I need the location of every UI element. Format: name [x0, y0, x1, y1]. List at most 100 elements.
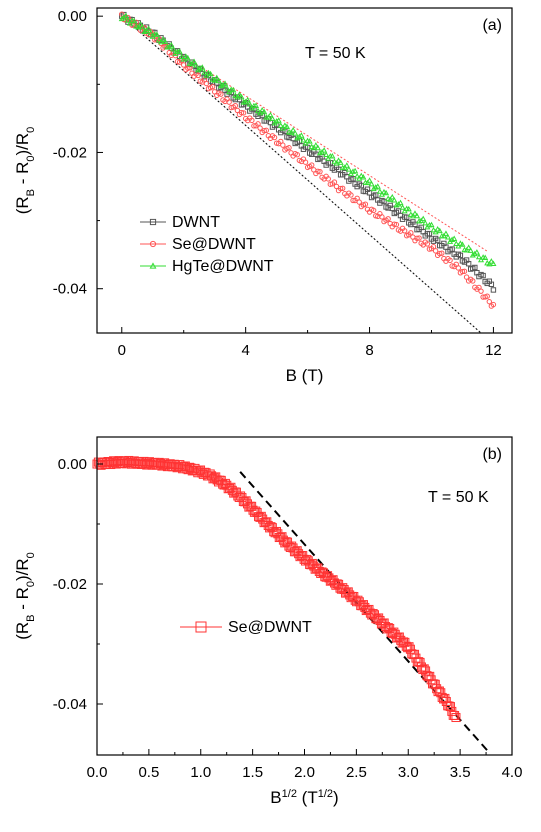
data-point — [302, 140, 309, 146]
data-point — [343, 162, 350, 168]
data-point — [461, 268, 468, 274]
plot-frame — [96, 7, 513, 334]
data-point — [358, 182, 364, 189]
data-point — [358, 172, 365, 179]
data-point — [450, 711, 460, 721]
data-point — [362, 201, 369, 207]
x-tick-label: 0 — [118, 342, 126, 359]
data-point — [385, 216, 391, 222]
data-point — [434, 237, 441, 243]
data-point — [226, 99, 232, 105]
data-point — [280, 142, 286, 148]
data-point — [486, 298, 492, 305]
data-point — [283, 123, 290, 129]
data-point — [254, 107, 262, 114]
x-tick-label: 8 — [365, 342, 373, 359]
data-point — [147, 29, 154, 36]
data-point — [430, 244, 437, 250]
data-point — [379, 214, 385, 220]
data-point — [337, 185, 344, 192]
legend-marker — [149, 218, 157, 226]
data-point — [209, 83, 216, 90]
data-point — [195, 72, 201, 79]
data-point — [482, 254, 489, 261]
data-point — [397, 199, 404, 206]
data-point — [317, 168, 323, 175]
data-point — [391, 221, 398, 227]
data-point — [449, 236, 456, 242]
data-point — [490, 301, 497, 308]
data-point — [469, 252, 476, 258]
data-point — [432, 248, 439, 254]
data-point — [269, 115, 276, 122]
data-point — [430, 226, 437, 233]
x-tick-label: 3.0 — [398, 764, 419, 781]
data-point — [236, 96, 243, 103]
data-point — [381, 198, 387, 205]
data-point — [122, 12, 129, 19]
data-point — [139, 23, 146, 30]
data-point — [478, 288, 484, 294]
data-point — [201, 69, 208, 75]
legend-marker — [149, 240, 157, 248]
data-point — [488, 258, 495, 264]
data-point — [401, 228, 408, 234]
data-point — [323, 151, 330, 158]
data-point — [399, 204, 406, 210]
data-point — [354, 172, 361, 179]
data-point — [126, 20, 134, 26]
data-point — [477, 256, 485, 263]
data-point — [453, 240, 460, 246]
data-point — [428, 221, 435, 228]
data-point — [445, 702, 455, 712]
data-point — [176, 48, 183, 54]
data-point — [337, 159, 344, 165]
x-tick-label: 1.0 — [190, 764, 211, 781]
data-point — [294, 152, 300, 158]
data-point — [490, 287, 497, 293]
data-point — [412, 221, 418, 228]
data-point — [292, 130, 299, 136]
data-point — [376, 188, 383, 194]
data-point — [393, 221, 400, 228]
data-point — [203, 80, 210, 87]
data-point — [120, 14, 127, 20]
data-point — [393, 202, 400, 208]
data-point — [389, 205, 395, 212]
chart-panel-a: 0 4 8 12 0.00 -0.02 -0.04 (a) T = 50 K (RB - R0)/… — [13, 7, 513, 385]
data-point — [309, 162, 315, 168]
data-point — [444, 234, 452, 240]
legend-label: Se@DWNT — [228, 619, 312, 636]
data-point — [277, 122, 284, 128]
data-point — [333, 183, 340, 190]
data-point — [178, 53, 185, 60]
data-point — [232, 102, 239, 109]
data-point — [314, 144, 321, 151]
data-point — [368, 180, 375, 187]
data-point — [404, 214, 410, 221]
data-point — [302, 159, 309, 165]
data-point — [327, 181, 334, 187]
data-point — [459, 268, 466, 275]
data-point — [286, 145, 292, 151]
data-point — [411, 210, 419, 216]
data-point — [275, 117, 282, 123]
data-point — [420, 215, 427, 222]
data-point — [168, 41, 175, 48]
data-point — [426, 230, 433, 237]
data-point — [395, 201, 402, 207]
data-point — [261, 128, 267, 134]
data-point — [249, 117, 255, 124]
data-point — [465, 244, 472, 250]
data-point — [465, 260, 472, 267]
data-point — [296, 133, 303, 140]
data-point — [141, 28, 148, 35]
data-point — [333, 160, 340, 166]
data-point — [356, 175, 363, 181]
x-tick-label: 3.5 — [450, 764, 471, 781]
data-point — [162, 38, 169, 45]
data-point — [391, 196, 398, 203]
data-point — [370, 185, 377, 192]
data-point — [252, 102, 260, 108]
data-point — [131, 17, 138, 24]
